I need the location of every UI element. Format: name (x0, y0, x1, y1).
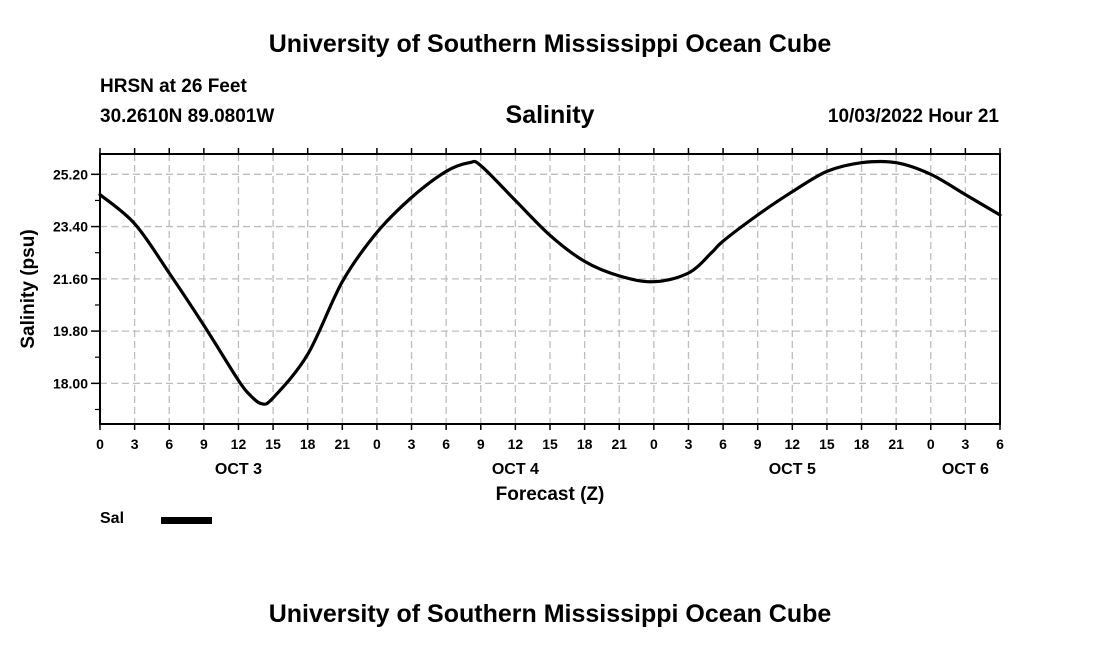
day-label: OCT 5 (769, 461, 816, 478)
x-tick-label: 15 (542, 436, 558, 452)
footer-title: University of Southern Mississippi Ocean… (268, 600, 832, 628)
day-label: OCT 3 (215, 461, 262, 478)
x-tick-label: 15 (265, 436, 281, 452)
x-tick-label: 12 (231, 436, 247, 452)
x-tick-label: 6 (165, 436, 173, 452)
coordinates-label: 30.2610N 89.0801W (100, 106, 275, 127)
y-tick-labels: 18.00 19.80 21.60 23.40 25.20 (53, 166, 88, 391)
x-tick-label: 3 (685, 436, 693, 452)
chart-grid (100, 154, 1000, 424)
y-tick-label: 25.20 (53, 166, 88, 182)
chart-ticks (91, 148, 1001, 430)
x-tick-label: 9 (200, 436, 208, 452)
x-tick-label: 21 (888, 436, 904, 452)
x-tick-label: 0 (650, 436, 658, 452)
x-tick-label: 3 (961, 436, 969, 452)
day-label: OCT 6 (942, 461, 989, 478)
x-tick-label: 12 (508, 436, 524, 452)
station-label: HRSN at 26 Feet (100, 76, 247, 97)
x-tick-label: 3 (131, 436, 139, 452)
y-tick-label: 23.40 (53, 219, 88, 235)
x-axis-label: Forecast (Z) (496, 484, 605, 505)
x-tick-label: 18 (854, 436, 870, 452)
x-tick-label: 12 (785, 436, 801, 452)
x-tick-label: 9 (754, 436, 762, 452)
datetime-label: 10/03/2022 Hour 21 (827, 106, 999, 127)
series-line-sal (98, 159, 1002, 406)
x-tick-label: 0 (96, 436, 104, 452)
y-tick-label: 19.80 (53, 323, 88, 339)
series-group (98, 159, 1002, 406)
x-tick-label: 9 (477, 436, 485, 452)
chart-title: Salinity (505, 101, 595, 129)
x-tick-label: 6 (719, 436, 727, 452)
x-tick-label: 6 (442, 436, 450, 452)
x-tick-label: 21 (335, 436, 351, 452)
y-tick-label: 18.00 (53, 375, 88, 391)
y-axis-label: Salinity (psu) (18, 229, 39, 348)
x-tick-labels: 0 3 6 9 12 15 18 21 0 3 6 9 12 15 18 21 0 3 6 9 12 15 18 21 0 3 6 (96, 436, 1004, 452)
x-tick-label: 21 (611, 436, 627, 452)
y-tick-label: 21.60 (53, 271, 88, 287)
x-tick-label: 0 (927, 436, 935, 452)
x-tick-label: 18 (300, 436, 316, 452)
page-title: University of Southern Mississippi Ocean… (268, 30, 832, 58)
legend-label: Sal (100, 510, 125, 527)
legend-swatch (161, 517, 212, 524)
x-tick-label: 18 (577, 436, 593, 452)
day-labels: OCT 3 OCT 4 OCT 5 OCT 6 (215, 461, 989, 478)
x-tick-label: 3 (408, 436, 416, 452)
x-tick-label: 15 (819, 436, 835, 452)
x-tick-label: 0 (373, 436, 381, 452)
x-tick-label: 6 (996, 436, 1004, 452)
plot-frame (99, 153, 1001, 425)
day-label: OCT 4 (492, 461, 539, 478)
